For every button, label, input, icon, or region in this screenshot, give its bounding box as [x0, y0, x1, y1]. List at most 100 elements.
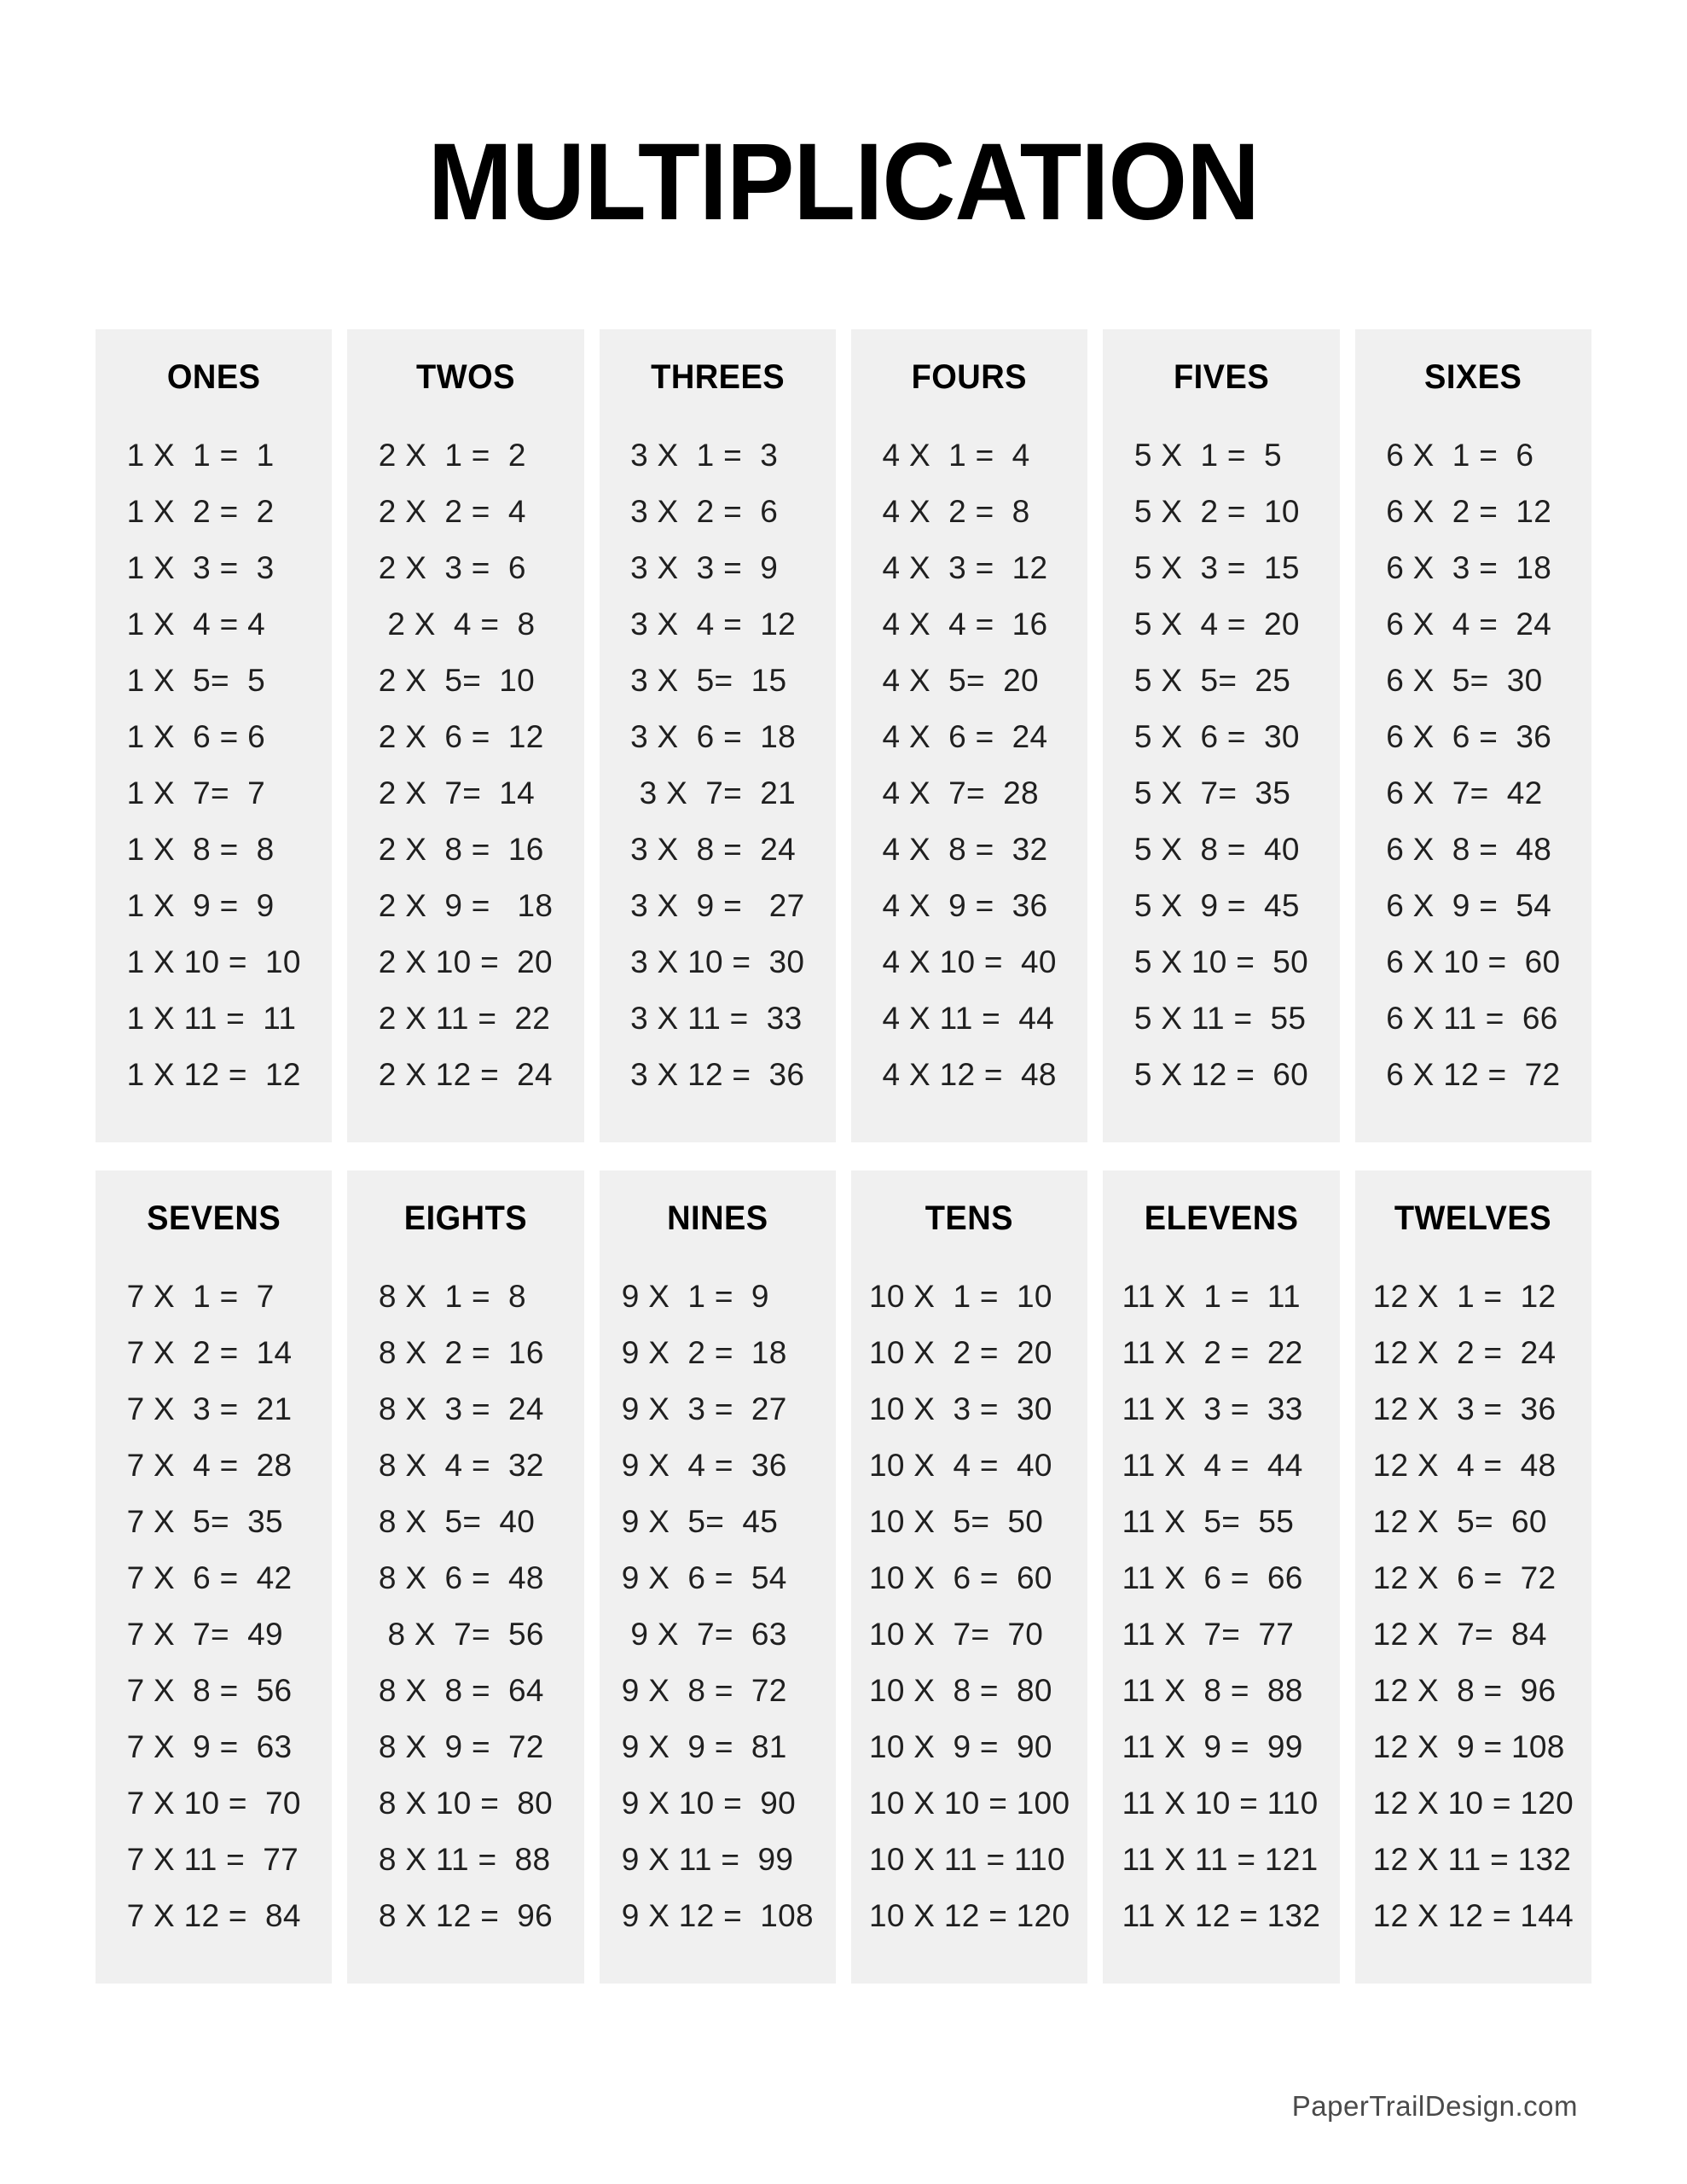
equation-row: 5 X 3 = 15 [1133, 550, 1300, 585]
table-card-ones: ONES 1 X 1 = 1 1 X 2 = 2 1 X 3 = 3 1 X 4… [96, 329, 333, 1142]
card-heading-ones: ONES [166, 358, 261, 396]
equation-row: 11 X 1 = 11 [1122, 1279, 1301, 1314]
card-heading-elevens: ELEVENS [1144, 1199, 1299, 1237]
equation-row: 8 X 6 = 48 [378, 1560, 544, 1595]
equation-row: 5 X 7= 35 [1133, 775, 1291, 810]
equation-row: 2 X 7= 14 [378, 775, 536, 810]
equation-row: 5 X 11 = 55 [1133, 1001, 1307, 1036]
equation-row: 6 X 10 = 60 [1386, 944, 1561, 979]
equation-row: 4 X 6 = 24 [882, 719, 1048, 754]
equation-row: 7 X 1 = 7 [126, 1279, 275, 1314]
equation-row: 9 X 9 = 81 [621, 1729, 787, 1764]
equation-row: 8 X 12 = 96 [378, 1898, 554, 1933]
equation-row: 12 X 5= 60 [1372, 1504, 1547, 1539]
equation-row: 9 X 2 = 18 [621, 1335, 787, 1370]
equation-row: 6 X 2 = 12 [1386, 494, 1552, 529]
card-heading-sevens: SEVENS [147, 1199, 281, 1237]
equation-row: 7 X 2 = 14 [126, 1335, 293, 1370]
equation-row: 7 X 9 = 63 [126, 1729, 293, 1764]
equation-row: 12 X 11 = 132 [1372, 1842, 1572, 1877]
equation-row: 2 X 8 = 16 [378, 832, 544, 867]
equation-row: 1 X 12 = 12 [126, 1057, 301, 1092]
equation-row: 10 X 9 = 90 [868, 1729, 1052, 1764]
equation-row: 12 X 4 = 48 [1372, 1448, 1557, 1483]
equation-row: 6 X 3 = 18 [1386, 550, 1552, 585]
equation-row: 1 X 5= 5 [126, 663, 265, 698]
equation-row: 8 X 3 = 24 [378, 1391, 544, 1426]
equation-row: 9 X 3 = 27 [621, 1391, 787, 1426]
equation-row: 1 X 1 = 1 [126, 438, 275, 473]
table-row-bottom: SEVENS 7 X 1 = 7 7 X 2 = 14 7 X 3 = 21 7… [96, 1170, 1591, 1984]
equation-row: 10 X 6 = 60 [868, 1560, 1052, 1595]
equation-row: 8 X 5= 40 [378, 1504, 536, 1539]
equation-row: 4 X 12 = 48 [882, 1057, 1057, 1092]
equation-row: 2 X 1 = 2 [378, 438, 526, 473]
equation-row: 7 X 6 = 42 [126, 1560, 293, 1595]
equation-row: 3 X 12 = 36 [630, 1057, 805, 1092]
equation-row: 3 X 4 = 12 [630, 607, 796, 642]
equation-row: 6 X 12 = 72 [1386, 1057, 1561, 1092]
card-heading-twos: TWOS [416, 358, 515, 396]
equation-row: 12 X 10 = 120 [1372, 1786, 1574, 1821]
equation-row: 2 X 12 = 24 [378, 1057, 553, 1092]
equation-row: 1 X 3 = 3 [126, 550, 275, 585]
equation-row: 1 X 2 = 2 [126, 494, 275, 529]
equation-row: 11 X 6 = 66 [1122, 1560, 1303, 1595]
equation-row: 10 X 5= 50 [868, 1504, 1044, 1539]
equation-row: 4 X 10 = 40 [882, 944, 1057, 979]
equation-row: 6 X 8 = 48 [1386, 832, 1552, 867]
table-card-elevens: ELEVENS 11 X 1 = 11 11 X 2 = 22 11 X 3 =… [1103, 1170, 1340, 1984]
table-card-sixes: SIXES 6 X 1 = 6 6 X 2 = 12 6 X 3 = 18 6 … [1354, 329, 1591, 1142]
equation-row: 9 X 1 = 9 [621, 1279, 769, 1314]
equation-row: 2 X 9 = 18 [378, 888, 554, 923]
table-row-top: ONES 1 X 1 = 1 1 X 2 = 2 1 X 3 = 3 1 X 4… [96, 329, 1591, 1142]
equation-list-sevens: 7 X 1 = 7 7 X 2 = 14 7 X 3 = 21 7 X 4 = … [127, 1269, 301, 1944]
equation-row: 9 X 4 = 36 [621, 1448, 787, 1483]
equation-row: 6 X 5= 30 [1386, 663, 1543, 698]
equation-row: 11 X 9 = 99 [1122, 1729, 1303, 1764]
page-title: MULTIPLICATION [427, 121, 1260, 243]
equation-list-twos: 2 X 1 = 2 2 X 2 = 4 2 X 3 = 6 2 X 4 = 8 … [379, 427, 553, 1103]
equation-row: 9 X 10 = 90 [621, 1786, 796, 1821]
equation-row: 4 X 4 = 16 [882, 607, 1048, 642]
card-heading-fours: FOURS [911, 358, 1028, 396]
equation-row: 12 X 7= 84 [1372, 1617, 1547, 1652]
card-heading-eights: EIGHTS [403, 1199, 528, 1237]
equation-row: 4 X 7= 28 [882, 775, 1039, 810]
equation-row: 2 X 4 = 8 [378, 607, 536, 642]
equation-row: 2 X 5= 10 [378, 663, 536, 698]
equation-list-fours: 4 X 1 = 4 4 X 2 = 8 4 X 3 = 12 4 X 4 = 1… [883, 427, 1057, 1103]
equation-list-sixes: 6 X 1 = 6 6 X 2 = 12 6 X 3 = 18 6 X 4 = … [1386, 427, 1560, 1103]
equation-row: 7 X 5= 35 [126, 1504, 283, 1539]
equation-row: 6 X 1 = 6 [1386, 438, 1534, 473]
equation-row: 11 X 2 = 22 [1122, 1335, 1303, 1370]
equation-row: 2 X 6 = 12 [378, 719, 544, 754]
equation-row: 12 X 12 = 144 [1372, 1898, 1574, 1933]
equation-row: 12 X 1 = 12 [1372, 1279, 1557, 1314]
equation-row: 10 X 4 = 40 [868, 1448, 1052, 1483]
equation-row: 10 X 12 = 120 [868, 1898, 1070, 1933]
equation-row: 10 X 11 = 110 [868, 1842, 1065, 1877]
equation-row: 5 X 4 = 20 [1133, 607, 1300, 642]
equation-row: 8 X 4 = 32 [378, 1448, 544, 1483]
equation-row: 10 X 7= 70 [868, 1617, 1044, 1652]
tables-grid: ONES 1 X 1 = 1 1 X 2 = 2 1 X 3 = 3 1 X 4… [0, 329, 1687, 1984]
equation-row: 7 X 3 = 21 [126, 1391, 293, 1426]
equation-list-elevens: 11 X 1 = 11 11 X 2 = 22 11 X 3 = 33 11 X… [1122, 1269, 1321, 1944]
table-card-nines: NINES 9 X 1 = 9 9 X 2 = 18 9 X 3 = 27 9 … [599, 1170, 836, 1984]
equation-row: 9 X 8 = 72 [621, 1673, 787, 1708]
table-card-tens: TENS 10 X 1 = 10 10 X 2 = 20 10 X 3 = 30… [850, 1170, 1088, 1984]
equation-row: 6 X 6 = 36 [1386, 719, 1552, 754]
table-card-fours: FOURS 4 X 1 = 4 4 X 2 = 8 4 X 3 = 12 4 X… [850, 329, 1088, 1142]
equation-row: 7 X 11 = 77 [126, 1842, 299, 1877]
equation-row: 7 X 10 = 70 [126, 1786, 301, 1821]
equation-row: 4 X 1 = 4 [882, 438, 1030, 473]
equation-row: 2 X 3 = 6 [378, 550, 526, 585]
equation-row: 3 X 11 = 33 [630, 1001, 803, 1036]
table-card-threes: THREES 3 X 1 = 3 3 X 2 = 6 3 X 3 = 9 3 X… [599, 329, 836, 1142]
equation-row: 12 X 8 = 96 [1372, 1673, 1557, 1708]
equation-row: 2 X 10 = 20 [378, 944, 553, 979]
equation-row: 4 X 8 = 32 [882, 832, 1048, 867]
equation-row: 1 X 8 = 8 [126, 832, 275, 867]
equation-row: 7 X 8 = 56 [126, 1673, 293, 1708]
